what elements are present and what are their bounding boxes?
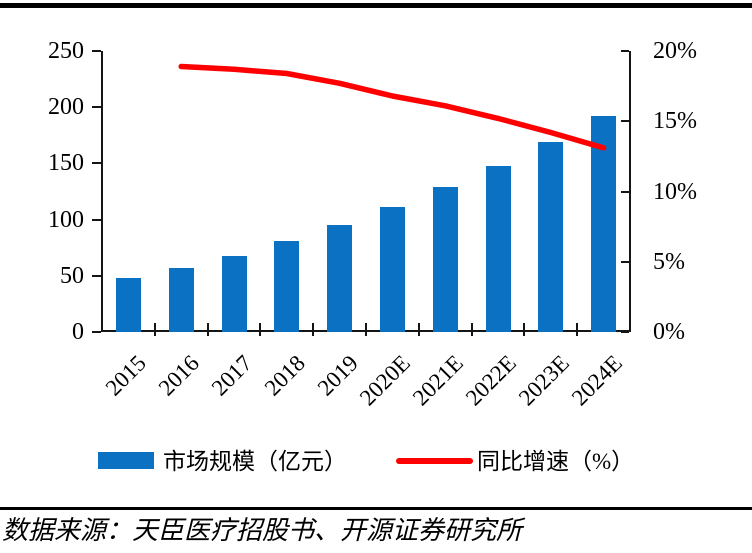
top-divider <box>0 3 752 8</box>
right-axis-tick-label: 0% <box>653 319 685 345</box>
left-axis-tick <box>92 331 101 333</box>
legend-line-label: 同比增速（%） <box>477 449 635 474</box>
right-axis-tick-label: 10% <box>653 178 697 205</box>
left-axis-tick-label: 100 <box>48 206 84 233</box>
left-axis-tick <box>92 106 101 109</box>
left-axis-tick <box>92 50 101 52</box>
bar-2021E <box>432 187 458 332</box>
x-axis-tick <box>417 323 420 336</box>
right-axis-tick <box>621 50 629 52</box>
x-axis-tick <box>312 323 315 336</box>
bar-2016 <box>168 267 194 332</box>
left-axis-tick-label: 0 <box>72 319 84 345</box>
source-note: 数据来源：天臣医疗招股书、开源证券研究所 <box>2 516 523 545</box>
x-axis-tick <box>206 323 209 336</box>
legend-line-swatch <box>396 458 473 464</box>
right-axis-tick <box>621 260 629 263</box>
legend-bar-swatch <box>98 452 154 469</box>
left-axis-tick-label: 50 <box>60 262 84 289</box>
right-axis-tick <box>621 331 629 333</box>
x-axis-tick <box>523 323 526 336</box>
right-axis-tick <box>621 120 629 123</box>
bar-2020E <box>379 207 405 332</box>
right-axis-tick-label: 5% <box>653 248 685 275</box>
left-axis-tick-label: 250 <box>48 38 84 64</box>
right-axis-tick-label: 15% <box>653 108 697 135</box>
source-divider <box>0 507 752 510</box>
x-axis-tick <box>259 323 262 336</box>
left-axis-tick <box>92 274 101 277</box>
bar-2023E <box>538 142 564 332</box>
growth-line <box>178 63 607 151</box>
bar-2015 <box>115 278 141 332</box>
right-axis-tick <box>621 190 629 193</box>
left-axis-tick-label: 150 <box>48 150 84 177</box>
bar-2024E <box>591 116 617 332</box>
x-axis-tick <box>576 323 579 336</box>
x-axis-tick <box>365 323 367 336</box>
x-axis-tick <box>470 323 473 336</box>
left-axis-tick <box>92 162 101 165</box>
bar-2022E <box>485 165 511 332</box>
left-axis-tick <box>92 218 101 221</box>
bar-2017 <box>221 255 247 332</box>
left-y-axis <box>101 51 103 332</box>
left-axis-tick-label: 200 <box>48 94 84 121</box>
bar-2019 <box>327 225 353 332</box>
legend-bar-label: 市场规模（亿元） <box>163 449 347 474</box>
x-axis-tick <box>153 323 156 336</box>
bar-2018 <box>274 240 300 332</box>
right-y-axis <box>629 51 631 332</box>
right-axis-tick-label: 20% <box>653 38 697 64</box>
